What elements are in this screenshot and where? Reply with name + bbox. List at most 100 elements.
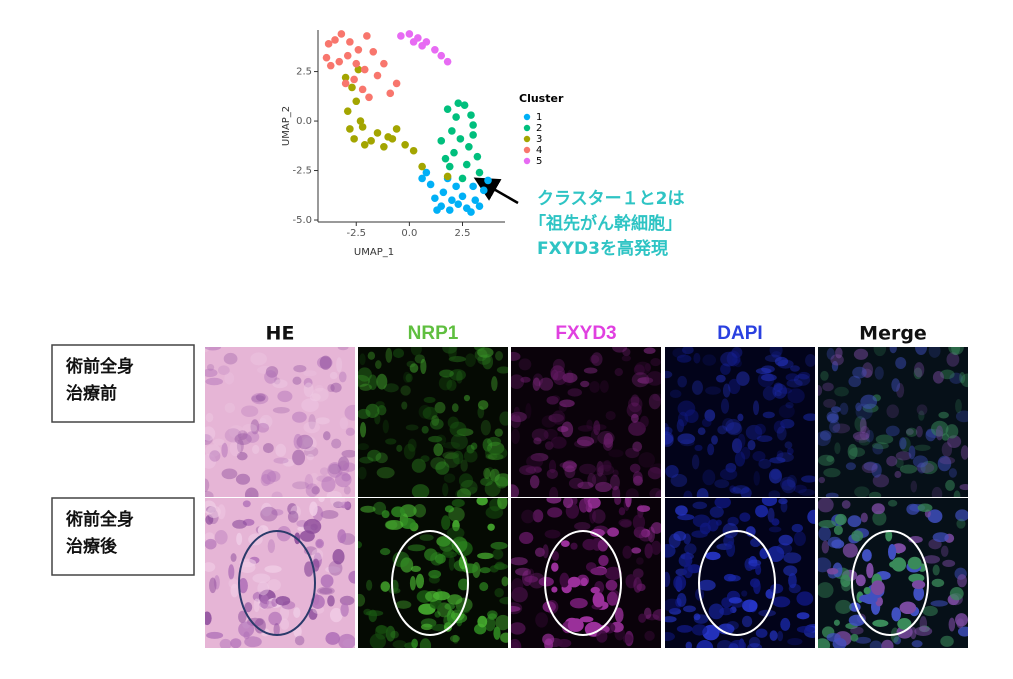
cell bbox=[873, 347, 887, 357]
cell bbox=[511, 577, 524, 594]
cell bbox=[521, 465, 534, 475]
cell bbox=[910, 480, 918, 493]
cell bbox=[250, 419, 260, 435]
cell bbox=[294, 635, 305, 646]
cell bbox=[636, 557, 644, 565]
point bbox=[380, 142, 388, 151]
point bbox=[388, 135, 397, 143]
cell bbox=[487, 523, 495, 531]
cell bbox=[827, 536, 842, 548]
cell bbox=[494, 473, 508, 487]
cell bbox=[939, 456, 956, 465]
cell bbox=[780, 500, 788, 513]
cell bbox=[941, 442, 953, 458]
cell bbox=[251, 393, 269, 405]
cell bbox=[807, 509, 815, 524]
point bbox=[454, 200, 463, 208]
point bbox=[331, 36, 339, 44]
cell bbox=[328, 463, 342, 475]
cell bbox=[634, 361, 651, 375]
region-outline bbox=[544, 530, 622, 636]
cell bbox=[595, 481, 612, 493]
cell bbox=[479, 567, 491, 574]
point bbox=[467, 111, 475, 119]
cell bbox=[359, 383, 372, 391]
cell bbox=[942, 559, 956, 568]
cell bbox=[534, 547, 545, 558]
cell bbox=[818, 638, 831, 648]
cell bbox=[443, 614, 452, 627]
cell bbox=[630, 413, 639, 423]
cell bbox=[541, 415, 557, 428]
legend-label: 2 bbox=[536, 123, 542, 134]
point bbox=[445, 206, 454, 214]
cell bbox=[787, 388, 805, 404]
cell bbox=[511, 484, 520, 497]
point bbox=[343, 107, 352, 115]
cell bbox=[543, 428, 558, 440]
cell bbox=[447, 594, 463, 605]
cell bbox=[631, 547, 642, 554]
cell bbox=[593, 424, 607, 431]
cell bbox=[665, 543, 676, 558]
cell bbox=[519, 531, 534, 544]
cell bbox=[500, 632, 508, 643]
cell bbox=[410, 347, 422, 356]
point bbox=[346, 38, 354, 46]
cell bbox=[409, 575, 416, 591]
cell bbox=[850, 633, 859, 642]
point bbox=[409, 38, 418, 46]
cell bbox=[722, 522, 739, 539]
cell bbox=[682, 347, 694, 355]
cell bbox=[711, 435, 718, 445]
cell bbox=[456, 488, 472, 497]
cell bbox=[602, 438, 614, 451]
cell bbox=[319, 467, 329, 476]
point bbox=[475, 202, 484, 210]
cell bbox=[574, 522, 591, 531]
cell bbox=[720, 351, 738, 367]
cell bbox=[740, 487, 752, 497]
cell bbox=[863, 461, 878, 471]
cell bbox=[244, 491, 253, 497]
cell bbox=[834, 386, 849, 397]
cell bbox=[309, 393, 321, 402]
cell bbox=[914, 626, 933, 636]
cell bbox=[783, 565, 798, 576]
cell bbox=[796, 625, 815, 634]
cell bbox=[542, 633, 555, 646]
cell bbox=[818, 454, 835, 466]
cell bbox=[762, 411, 775, 419]
cell bbox=[492, 548, 504, 560]
cell bbox=[264, 370, 278, 384]
cell bbox=[955, 613, 968, 627]
cell bbox=[761, 373, 777, 382]
cell bbox=[818, 526, 831, 542]
cell bbox=[250, 352, 267, 366]
cell bbox=[259, 414, 273, 429]
cell bbox=[441, 551, 457, 558]
cell bbox=[725, 418, 741, 434]
cell bbox=[676, 354, 692, 363]
point bbox=[445, 162, 454, 171]
cell bbox=[643, 347, 656, 354]
cell bbox=[590, 586, 601, 594]
cell bbox=[219, 638, 232, 648]
cell bbox=[831, 360, 839, 372]
cell bbox=[317, 586, 335, 596]
point bbox=[380, 59, 388, 68]
cell bbox=[612, 469, 619, 477]
cell bbox=[826, 455, 835, 462]
cell bbox=[385, 519, 404, 530]
cell bbox=[770, 469, 781, 480]
cell bbox=[749, 578, 761, 588]
cell bbox=[622, 347, 631, 357]
cell bbox=[872, 442, 889, 450]
cell bbox=[549, 486, 559, 497]
cell bbox=[366, 610, 384, 617]
cell bbox=[932, 370, 944, 384]
cell bbox=[303, 370, 317, 377]
cell bbox=[529, 475, 540, 489]
cell bbox=[267, 539, 275, 554]
cell bbox=[480, 419, 491, 436]
